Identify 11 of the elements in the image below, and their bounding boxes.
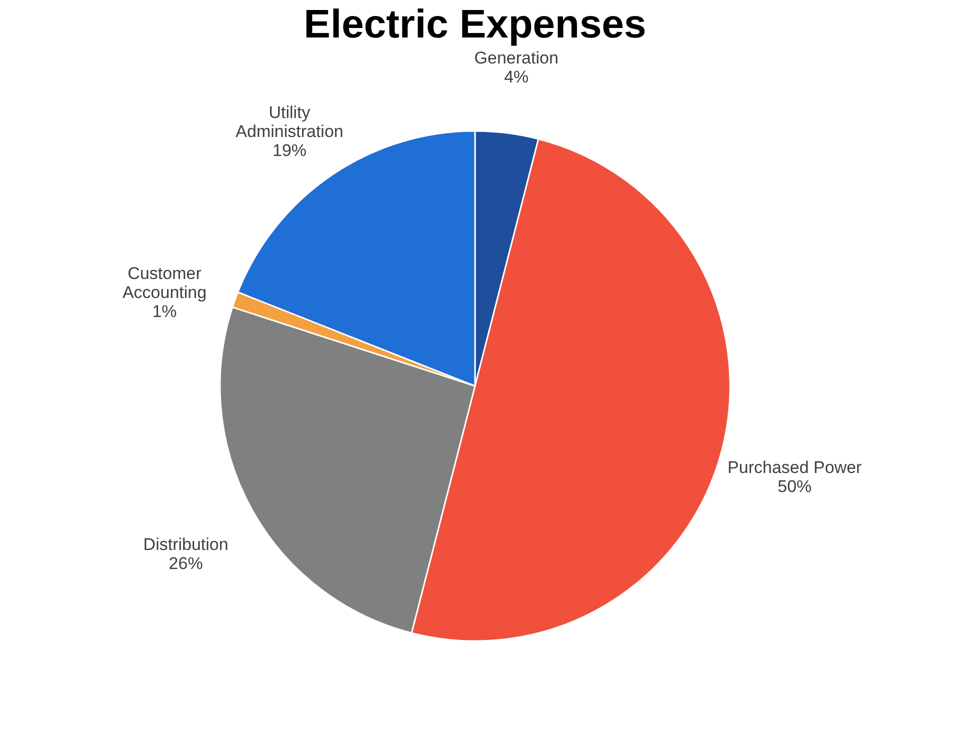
- chart-title: Electric Expenses: [304, 2, 646, 47]
- slice-label: Purchased Power: [728, 458, 862, 478]
- data-label: 19%: [272, 141, 307, 160]
- data-label: 50%: [778, 477, 812, 496]
- slice-label: Customer Accounting: [122, 264, 207, 302]
- data-label: 4%: [504, 68, 529, 87]
- data-label: 26%: [168, 554, 203, 573]
- data-label: 1%: [152, 302, 177, 322]
- slice-label: Distribution: [143, 534, 228, 554]
- slice-label: Utility Administration: [236, 103, 344, 142]
- slice-label: Generation: [474, 48, 558, 68]
